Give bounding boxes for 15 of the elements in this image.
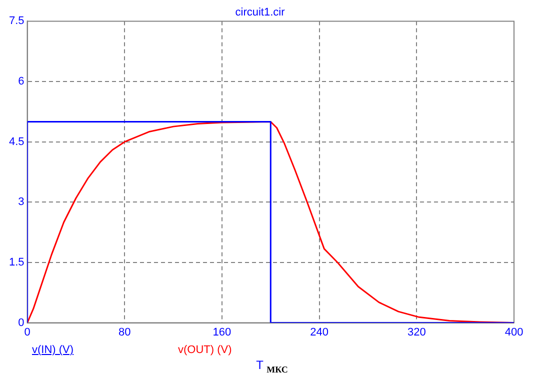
y-tick-label: 6	[18, 76, 24, 88]
series-label: v(IN) (V)	[32, 344, 74, 356]
x-tick-label: 240	[310, 326, 328, 338]
text: v(OUT) (V)	[178, 344, 232, 356]
x-tick-label: 400	[504, 326, 524, 338]
x-axis-title: T $_{МКС}$	[255, 358, 289, 374]
y-tick-label: 0	[18, 316, 24, 329]
x-tick-label: 80	[118, 326, 131, 338]
y-tick-label: 3	[18, 196, 24, 208]
y-tick-label: 4.5	[8, 136, 24, 148]
y-tick-label: 7.5	[8, 15, 24, 28]
x-tick-label: 320	[407, 326, 426, 338]
chart-title: circuit1.cir	[235, 6, 286, 19]
y-tick-label: 1.5	[8, 256, 24, 269]
x-tick-label: 160	[212, 326, 232, 338]
